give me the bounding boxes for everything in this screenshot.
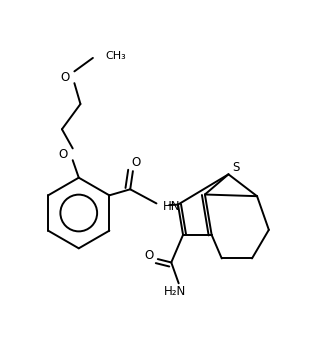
Text: H₂N: H₂N bbox=[164, 285, 186, 298]
Text: CH₃: CH₃ bbox=[106, 51, 126, 61]
Text: O: O bbox=[60, 71, 70, 83]
Text: O: O bbox=[59, 147, 68, 161]
Text: HN: HN bbox=[162, 200, 180, 213]
Text: O: O bbox=[131, 156, 141, 169]
Text: O: O bbox=[145, 249, 154, 262]
Text: S: S bbox=[232, 161, 240, 174]
